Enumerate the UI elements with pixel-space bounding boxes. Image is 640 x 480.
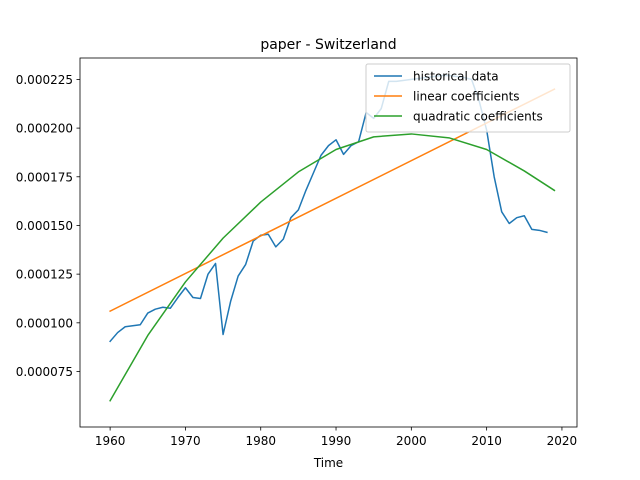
x-tick-label: 1980 xyxy=(245,434,276,448)
y-tick-label: 0.000100 xyxy=(16,316,73,330)
x-tick-label: 2010 xyxy=(471,434,502,448)
y-tick-label: 0.000075 xyxy=(16,365,73,379)
y-tick-label: 0.000125 xyxy=(16,268,73,282)
y-tick-label: 0.000150 xyxy=(16,219,73,233)
y-tick-label: 0.000200 xyxy=(16,122,73,136)
x-tick-label: 2000 xyxy=(396,434,427,448)
x-tick-label: 1960 xyxy=(95,434,126,448)
x-tick-label: 1990 xyxy=(321,434,352,448)
y-tick-label: 0.000175 xyxy=(16,170,73,184)
legend-label: linear coefficients xyxy=(413,90,520,104)
legend-label: quadratic coefficients xyxy=(413,110,543,124)
x-tick-label: 1970 xyxy=(170,434,201,448)
legend: historical data linear coefficients quadra… xyxy=(366,64,570,132)
x-tick-label: 2020 xyxy=(547,434,578,448)
y-tick-label: 0.000225 xyxy=(16,73,73,87)
x-axis-label: Time xyxy=(313,456,343,470)
chart-title: paper - Switzerland xyxy=(260,37,396,53)
legend-label: historical data xyxy=(413,70,499,84)
